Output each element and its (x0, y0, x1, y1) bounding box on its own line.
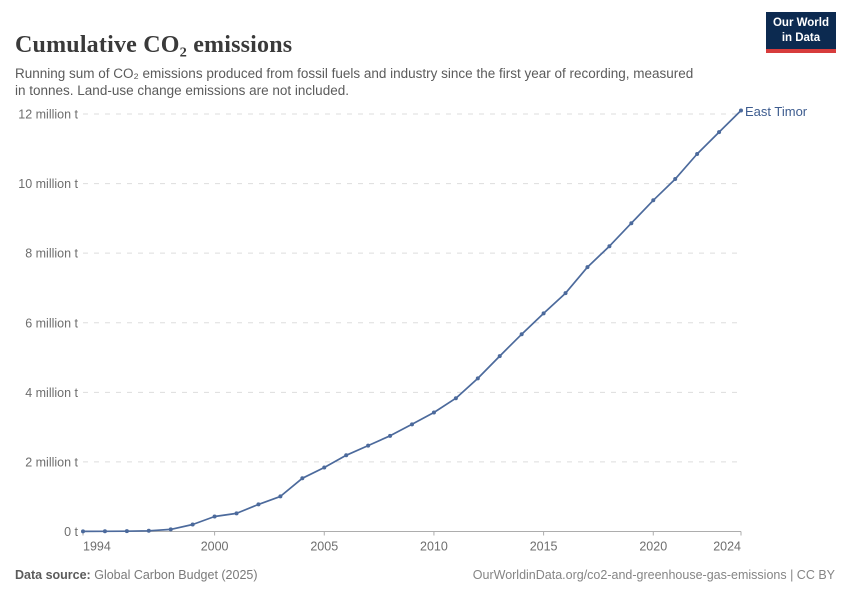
data-point[interactable] (146, 528, 151, 533)
x-tick-label: 2015 (530, 540, 558, 554)
data-point[interactable] (563, 291, 568, 296)
y-tick-label: 12 million t (18, 108, 78, 122)
chart-subtitle: Running sum of CO₂ emissions produced fr… (15, 65, 694, 99)
data-point[interactable] (673, 177, 678, 182)
data-point[interactable] (410, 422, 414, 427)
data-point[interactable] (256, 502, 261, 507)
data-point[interactable] (234, 511, 239, 516)
footer-credit-link[interactable]: OurWorldinData.org/co2-and-greenhouse-ga… (472, 568, 835, 582)
x-tick-label: 2020 (639, 540, 667, 554)
data-point[interactable] (475, 376, 480, 381)
owid-logo-line2: in Data (781, 31, 821, 44)
data-point[interactable] (717, 130, 722, 135)
data-point[interactable] (695, 152, 700, 157)
data-point[interactable] (278, 494, 283, 499)
chart-footer: Data source: Global Carbon Budget (2025)… (15, 568, 835, 582)
y-tick-label: 10 million t (18, 177, 78, 191)
data-point[interactable] (124, 529, 129, 534)
data-point[interactable] (190, 522, 195, 527)
data-point[interactable] (541, 311, 546, 316)
x-tick-label: 2000 (201, 540, 229, 554)
data-point[interactable] (497, 354, 502, 359)
data-point[interactable] (344, 453, 349, 458)
chart-canvas[interactable]: 0 t 2 million t 4 million t 6 million t 8 mi… (0, 100, 850, 570)
data-point[interactable] (300, 476, 305, 481)
data-point[interactable] (388, 433, 393, 438)
data-point[interactable] (739, 108, 743, 113)
data-point[interactable] (431, 410, 436, 415)
owid-logo[interactable]: Our World in Data (765, 12, 836, 53)
data-point[interactable] (453, 396, 458, 401)
y-tick-label: 6 million t (25, 316, 78, 330)
x-tick-label: 2024 (713, 540, 741, 554)
data-point[interactable] (366, 443, 371, 448)
data-point[interactable] (519, 332, 524, 337)
data-line[interactable] (82, 109, 742, 533)
data-point[interactable] (607, 244, 612, 249)
owid-logo-line1: Our World (772, 17, 829, 29)
y-tick-label: 4 million t (25, 386, 78, 400)
data-point[interactable] (212, 514, 217, 519)
x-tick-label: 2005 (310, 540, 338, 554)
data-point[interactable] (651, 198, 656, 203)
page-title: Cumulative CO₂ emissions (15, 32, 293, 59)
x-tick-label: 2010 (420, 540, 448, 554)
data-source-label: Data source: (15, 568, 91, 582)
x-tick-label: 1994 (83, 540, 111, 554)
data-point[interactable] (585, 265, 590, 270)
y-tick-label: 0 t (64, 525, 78, 539)
chart-area: 0 t 2 million t 4 million t 6 million t 8 mi… (0, 100, 850, 570)
data-source-value: Global Carbon Budget (2025) (94, 568, 258, 582)
y-tick-label: 8 million t (25, 247, 78, 261)
data-point[interactable] (322, 465, 327, 470)
data-point[interactable] (102, 529, 107, 534)
data-point[interactable] (168, 527, 173, 532)
y-tick-label: 2 million t (25, 455, 78, 469)
data-point[interactable] (81, 529, 85, 534)
data-source: Data source: Global Carbon Budget (2025) (15, 568, 258, 582)
data-point[interactable] (629, 221, 634, 226)
series-end-label[interactable]: East Timor (745, 104, 808, 119)
